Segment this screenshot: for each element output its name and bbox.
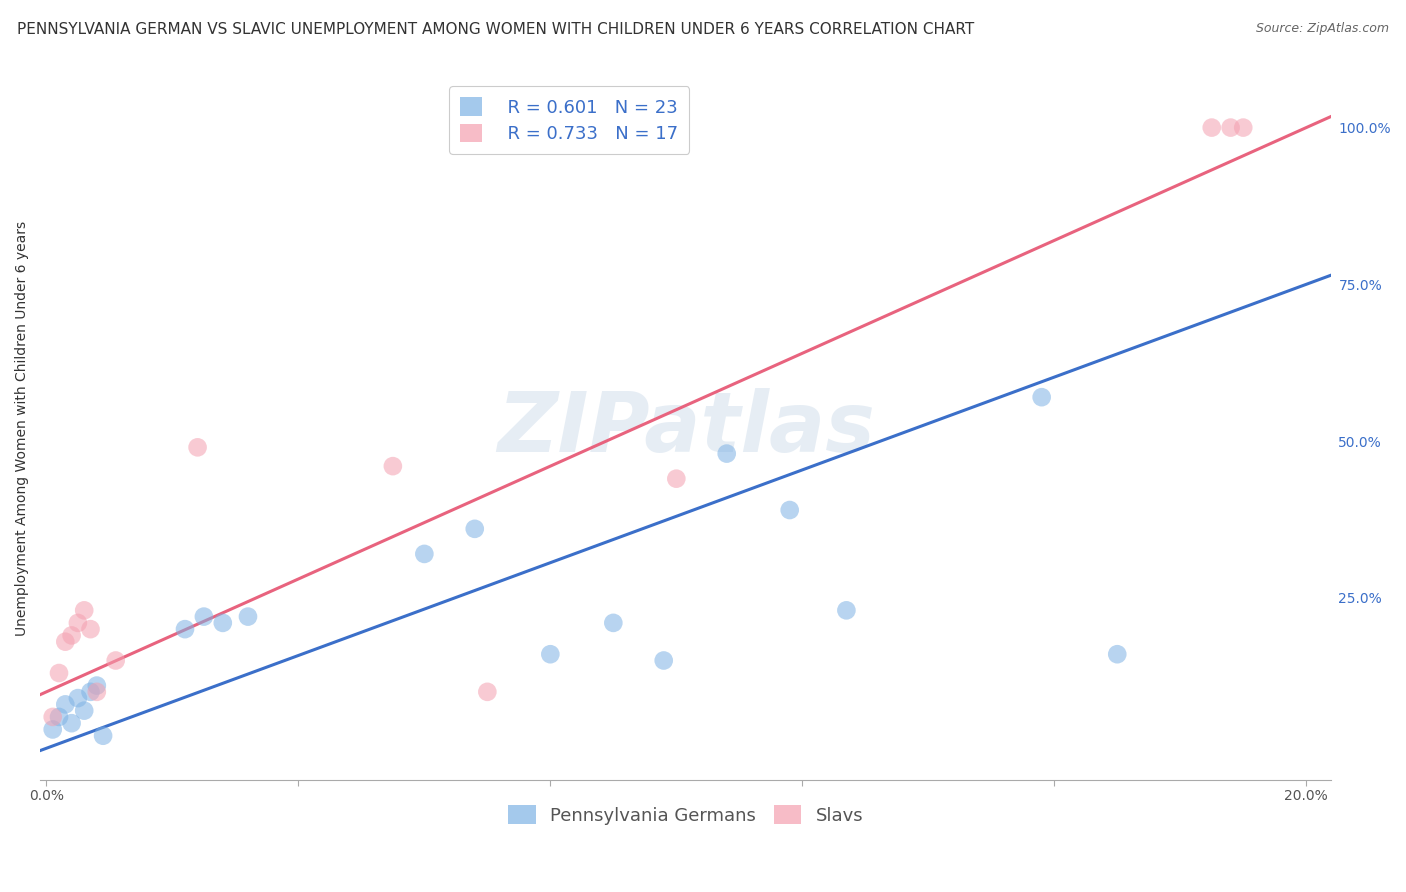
Point: [477, 685, 499, 699]
Point: [1232, 120, 1254, 135]
Point: [73, 704, 96, 718]
Point: [602, 615, 624, 630]
Text: PENNSYLVANIA GERMAN VS SLAVIC UNEMPLOYMENT AMONG WOMEN WITH CHILDREN UNDER 6 YEA: PENNSYLVANIA GERMAN VS SLAVIC UNEMPLOYME…: [17, 22, 974, 37]
Point: [86, 685, 108, 699]
Y-axis label: Unemployment Among Women with Children Under 6 years: Unemployment Among Women with Children U…: [15, 221, 30, 636]
Point: [41, 710, 63, 724]
Point: [48, 666, 70, 681]
Point: [1031, 390, 1053, 404]
Point: [79, 685, 101, 699]
Point: [1201, 120, 1223, 135]
Point: [381, 459, 404, 474]
Point: [716, 447, 738, 461]
Point: [665, 472, 688, 486]
Point: [193, 609, 215, 624]
Point: [66, 691, 89, 706]
Point: [60, 716, 83, 731]
Point: [174, 622, 197, 636]
Point: [53, 634, 76, 648]
Point: [187, 440, 209, 454]
Text: Source: ZipAtlas.com: Source: ZipAtlas.com: [1256, 22, 1389, 36]
Point: [41, 723, 63, 737]
Point: [104, 653, 127, 667]
Text: ZIPatlas: ZIPatlas: [496, 388, 875, 469]
Legend: Pennsylvania Germans, Slavs: Pennsylvania Germans, Slavs: [499, 797, 872, 834]
Point: [86, 679, 108, 693]
Point: [91, 729, 114, 743]
Point: [236, 609, 259, 624]
Point: [211, 615, 233, 630]
Point: [73, 603, 96, 617]
Point: [66, 615, 89, 630]
Point: [1107, 647, 1129, 661]
Point: [652, 653, 675, 667]
Point: [634, 120, 657, 135]
Point: [48, 710, 70, 724]
Point: [1219, 120, 1241, 135]
Point: [413, 547, 436, 561]
Point: [835, 603, 858, 617]
Point: [464, 522, 486, 536]
Point: [79, 622, 101, 636]
Point: [538, 647, 561, 661]
Point: [60, 628, 83, 642]
Point: [53, 698, 76, 712]
Point: [779, 503, 801, 517]
